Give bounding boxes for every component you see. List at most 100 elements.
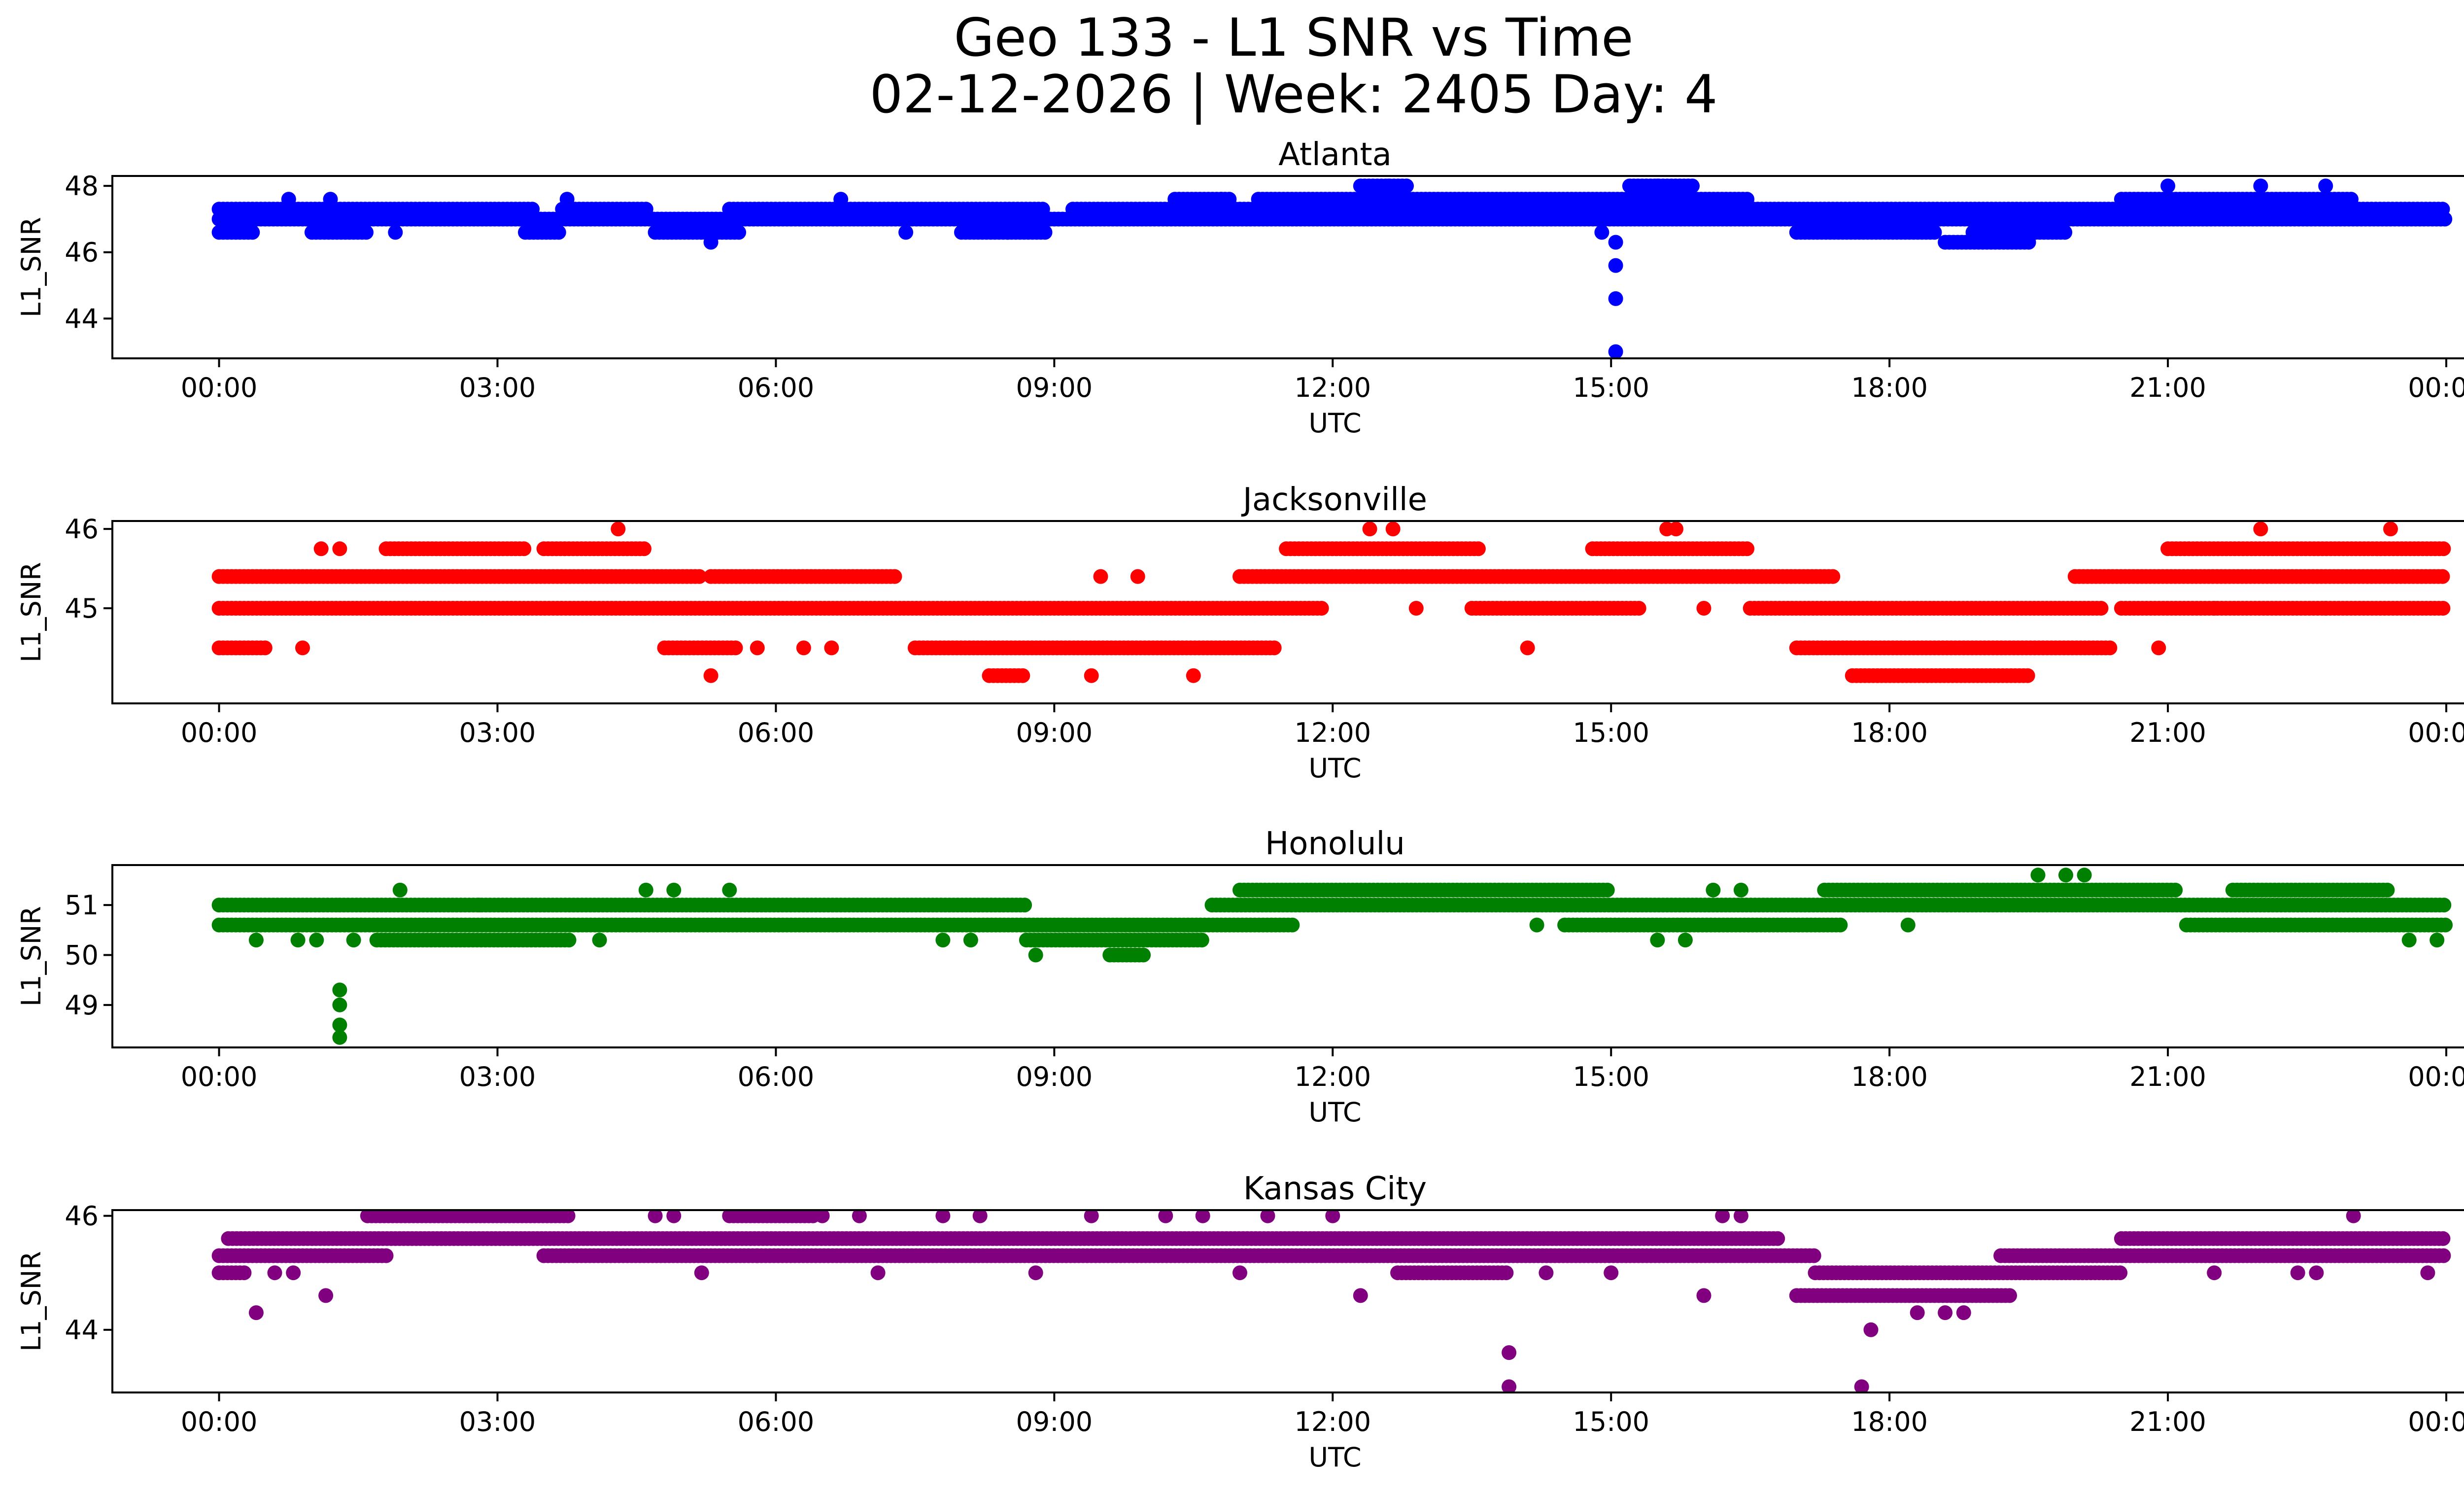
jacksonville-point [692,569,707,584]
honolulu-point [592,933,607,948]
atlanta-xtick-label: 12:00 [1294,372,1371,403]
jacksonville-ylabel: L1_SNR [16,562,47,662]
honolulu-point [638,882,653,898]
honolulu-point [2401,933,2417,948]
atlanta-point [1037,225,1053,240]
honolulu-point [471,898,486,913]
jacksonville-xtick-label: 03:00 [459,717,536,748]
jacksonville-point [2436,541,2451,556]
honolulu-point [392,882,408,898]
jacksonville-axes-frame [111,520,2464,704]
jacksonville-point [2253,522,2268,537]
atlanta-xtick-label: 06:00 [738,372,815,403]
honolulu-point [332,1030,347,1045]
figure-title-line1: Geo 133 - L1 SNR vs Time [954,7,1633,68]
honolulu-point [332,997,347,1012]
atlanta-point [281,192,296,207]
jacksonville-point [1520,640,1535,656]
atlanta-point [1740,192,1755,207]
atlanta-ytick-label: 46 [65,237,99,268]
jacksonville-panel: 00:00 03:00 06:00 09:00 12:00 15:00 18:00 21:00… [16,482,2464,784]
atlanta-xtick-label: 00:00 [2408,372,2464,403]
jacksonville-xtick-label: 06:00 [738,717,815,748]
atlanta-point [1399,178,1414,194]
honolulu-point [248,933,264,948]
atlanta-point [898,225,914,240]
jacksonville-point [1825,569,1841,584]
jacksonville-xtick-label: 15:00 [1573,717,1649,748]
atlanta-points [211,178,2453,358]
atlanta-point [2021,235,2036,250]
kansas-city-panel: 00:00 03:00 06:00 09:00 12:00 15:00 18:00 21:00… [16,1171,2464,1473]
kansas-city-points [211,1210,2451,1392]
jacksonville-point [1314,601,1329,616]
honolulu-xtick-label: 09:00 [1016,1061,1093,1092]
honolulu-point [1600,882,1615,898]
honolulu-point [1833,917,1848,933]
jacksonville-point [750,640,765,656]
atlanta-point [1214,192,1229,207]
atlanta-point [833,192,849,207]
atlanta-xtick-label: 00:00 [181,372,258,403]
jacksonville-point [1130,569,1145,584]
honolulu-point [2058,868,2073,883]
jacksonville-point [1408,601,1424,616]
honolulu-ytick-label: 51 [65,890,99,921]
jacksonville-point [1471,541,1486,556]
jacksonville-point [703,668,719,683]
atlanta-point [2160,178,2176,194]
jacksonville-point [516,541,532,556]
honolulu-point [1900,917,1916,933]
honolulu-panel: 00:00 03:00 06:00 09:00 12:00 15:00 18:00 21:00… [16,826,2464,1128]
jacksonville-xtick-label: 09:00 [1016,717,1093,748]
honolulu-point [561,933,577,948]
honolulu-xtick-label: 03:00 [459,1061,536,1092]
honolulu-point [346,933,361,948]
jacksonville-point [1362,522,1377,537]
honolulu-xtick-label: 00:00 [181,1061,258,1092]
kansas-city-point [2435,1231,2451,1246]
jacksonville-xtick-label: 00:00 [181,717,258,748]
jacksonville-point [1084,668,1099,683]
atlanta-point [1608,344,1623,358]
kansas-city-point [1770,1231,1785,1246]
atlanta-point [1594,225,1609,240]
atlanta-point [2437,211,2453,227]
honolulu-point [1194,933,1209,948]
atlanta-point [1685,178,1700,194]
honolulu-point [2380,882,2395,898]
jacksonville-point [1740,541,1755,556]
atlanta-xtick-label: 21:00 [2129,372,2206,403]
subplot-grid: 00:00 03:00 06:00 09:00 12:00 15:00 18:00 21:00… [16,137,2464,1473]
atlanta-xtick-label: 09:00 [1016,372,1093,403]
jacksonville-point [2093,601,2109,616]
honolulu-point [290,933,306,948]
honolulu-point [332,982,347,998]
honolulu-ytick-label: 50 [65,939,99,971]
honolulu-point [1028,947,1043,963]
honolulu-point [666,882,682,898]
atlanta-point [323,192,338,207]
jacksonville-point [2383,522,2398,537]
atlanta-xtick-label: 18:00 [1851,372,1928,403]
honolulu-point [935,933,951,948]
atlanta-point [2318,178,2333,194]
jacksonville-point [1696,601,1711,616]
honolulu-point [2438,917,2453,933]
jacksonville-xtick-label: 21:00 [2129,717,2206,748]
jacksonville-point [796,640,811,656]
jacksonville-point [2435,569,2450,584]
atlanta-point [1608,291,1623,306]
honolulu-point [1677,933,1693,948]
honolulu-point [1650,933,1665,948]
jacksonville-title: Jacksonville [1241,482,1427,518]
honolulu-point [722,882,737,898]
jacksonville-point [1631,601,1646,616]
jacksonville-xtick-label: 12:00 [1294,717,1371,748]
jacksonville-point [257,640,273,656]
atlanta-ylabel: L1_SNR [16,217,47,317]
atlanta-point [1000,225,1016,240]
jacksonville-point [313,541,329,556]
jacksonville-points [211,522,2451,683]
